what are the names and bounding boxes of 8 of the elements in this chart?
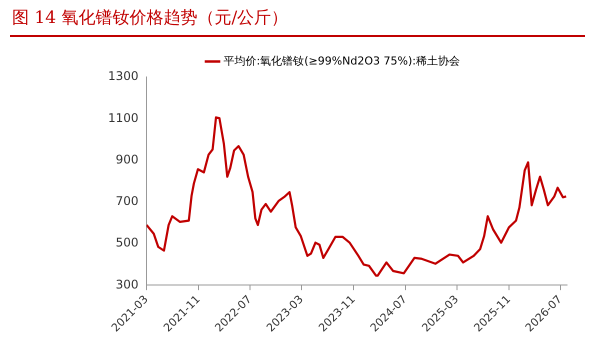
y-tick-label: 500 bbox=[116, 236, 139, 250]
y-tick-label: 1100 bbox=[108, 110, 139, 125]
legend-label: 平均价:氧化镨钕(≥99%Nd2O3 75%):稀土协会 bbox=[224, 54, 460, 68]
y-tick-label: 900 bbox=[116, 152, 139, 166]
y-tick-label: 300 bbox=[116, 277, 139, 292]
y-tick-label: 1300 bbox=[108, 69, 139, 84]
y-tick-label: 700 bbox=[116, 194, 139, 208]
chart-title: 图 14 氧化镨钕价格趋势（元/公斤） bbox=[12, 7, 288, 29]
